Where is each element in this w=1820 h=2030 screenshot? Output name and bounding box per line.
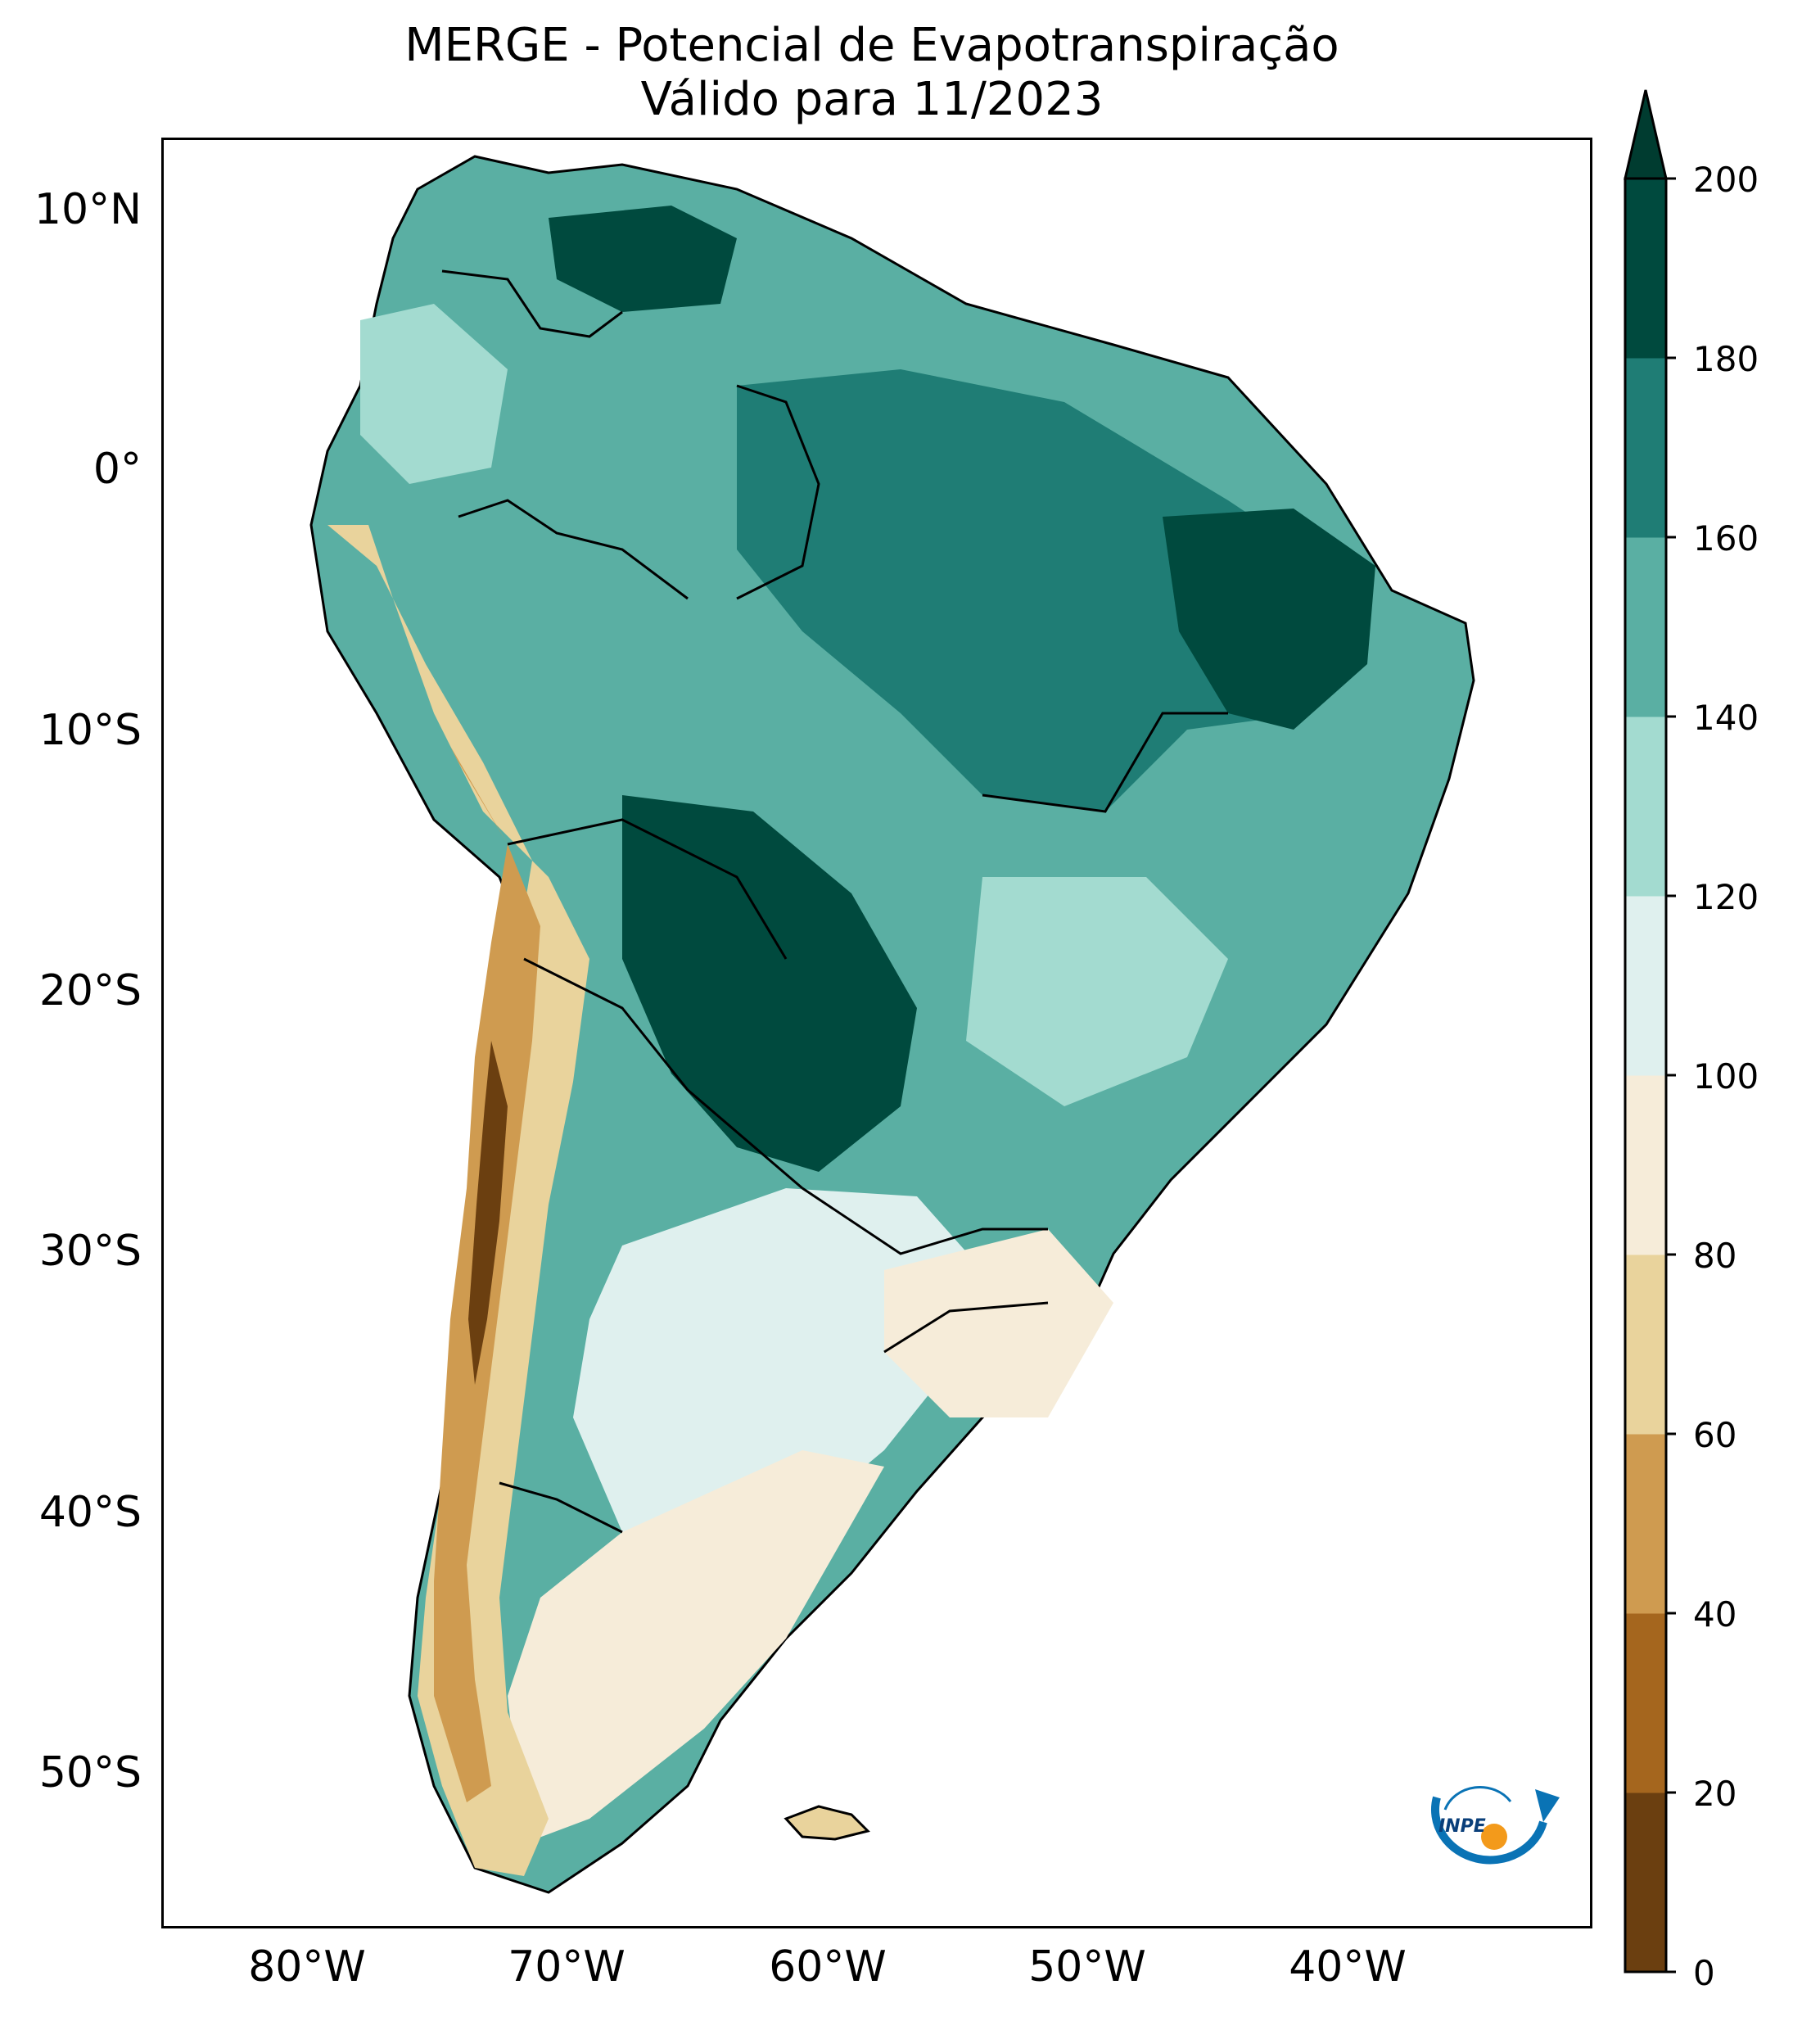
colorbar-label-160: 160 [1693,518,1759,558]
lon-label-50w: 50°W [1028,1942,1146,1992]
lat-label-50s: 50°S [38,1748,142,1797]
andes-driest-core [360,566,540,1802]
lon-label-80w: 80°W [248,1942,366,1992]
map-panel [161,138,1592,1928]
colorbar-label-40: 40 [1693,1594,1737,1634]
colorbar-label-60: 60 [1693,1415,1737,1455]
colorbar-segment [1625,1255,1666,1435]
inpe-logo-text: INPE [1438,1816,1486,1837]
high-et-region-center [622,795,917,1172]
low-et-region-pampas [573,1188,982,1581]
lat-label-10s: 10°S [38,706,142,755]
colorbar-segment [1625,1613,1666,1793]
high-et-region-northeast [1163,509,1375,730]
high-et-region-amazon [737,369,1326,812]
colorbar-label-100: 100 [1693,1056,1759,1096]
lat-label-0: 0° [93,445,142,494]
lat-label-40s: 40°S [38,1488,142,1537]
colorbar-label-80: 80 [1693,1236,1737,1276]
colorbar-label-20: 20 [1693,1774,1737,1814]
lon-label-40w: 40°W [1289,1942,1407,1992]
colorbar-tick-marks [1666,177,1676,1973]
chart-subtitle: Válido para 11/2023 [640,73,1104,126]
falkland-islands [784,1805,870,1841]
colorbar-label-140: 140 [1693,698,1759,738]
country-borders [441,269,1228,1534]
low-et-region-south [508,1450,884,1843]
lat-label-20s: 20°S [38,966,142,1015]
colorbar-segment [1625,896,1666,1076]
colorbar-segment [1625,1793,1666,1973]
colorbar-segments [1625,179,1666,1973]
colorbar-segment [1625,1075,1666,1255]
colorbar-outline [1624,177,1668,1973]
colorbar-label-0: 0 [1693,1953,1715,1993]
inpe-logo: INPE [1431,1785,1560,1865]
colorbar-label-200: 200 [1693,160,1759,200]
colorbar-label-180: 180 [1693,339,1759,379]
moderate-et-region-northwest [360,304,508,484]
colorbar-segment [1625,537,1666,717]
south-america-map [309,155,1475,1894]
colorbar-label-120: 120 [1693,877,1759,917]
colorbar-segment [1625,358,1666,538]
colorbar-segment [1625,179,1666,359]
colorbar-segment [1625,1434,1666,1614]
colorbar-segment [1625,717,1666,897]
lon-label-60w: 60°W [769,1942,887,1992]
chart-title: MERGE - Potencial de Evapotranspiração [404,19,1339,72]
lat-label-10n: 10°N [34,185,142,234]
andes-minimum-core [468,1041,508,1385]
lat-label-30s: 30°S [38,1227,142,1276]
lon-label-70w: 70°W [508,1942,625,1992]
low-et-region-uruguay [884,1229,1113,1417]
high-et-region-north [549,206,737,312]
moderate-et-region-southeast [966,877,1228,1106]
